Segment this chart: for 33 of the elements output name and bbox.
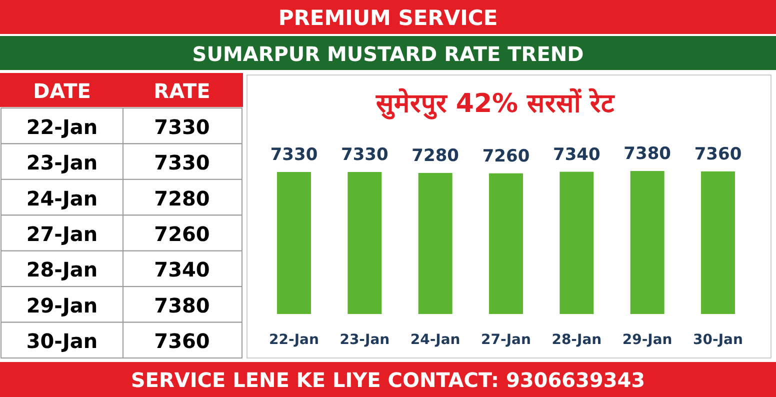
category-label: 23-Jan [26, 150, 98, 175]
text: 7360 [154, 329, 210, 354]
text: 7380 [154, 293, 210, 318]
x-tick-label: 30-Jan [693, 332, 743, 348]
category-label: 27-Jan [26, 222, 98, 246]
category-label: 28-Jan [26, 258, 98, 282]
text: RATE [154, 79, 210, 103]
x-tick-label: 28-Jan [552, 332, 602, 348]
data-label: 7280 [412, 146, 460, 166]
data-label: 7330 [270, 144, 318, 165]
data-label: 7330 [341, 144, 388, 165]
data-label: 7360 [694, 144, 742, 164]
category-label: 24-Jan [26, 186, 98, 210]
text: 7260 [154, 222, 210, 246]
category-label: 22-Jan [26, 114, 98, 139]
text: 7340 [154, 258, 210, 282]
x-tick-label: 23-Jan [340, 332, 390, 348]
text: 7330 [154, 114, 210, 139]
x-tick-label: 22-Jan [269, 332, 319, 348]
chart-subtitle: SUMARPUR MUSTARD RATE TREND [192, 42, 584, 66]
x-tick-label: 27-Jan [481, 332, 531, 348]
category-label: 29-Jan [26, 293, 98, 318]
x-tick-label: 29-Jan [622, 332, 672, 348]
x-tick-label: 24-Jan [410, 332, 460, 348]
text: 7330 [154, 150, 210, 175]
text: DATE [33, 79, 91, 103]
text: PREMIUM SERVICE [278, 6, 498, 30]
text: 7280 [154, 186, 210, 210]
data-label: 7260 [482, 146, 530, 166]
text: SERVICE LENE KE LIYE CONTACT: 9306639343 [130, 368, 646, 392]
data-label: 7380 [624, 144, 672, 164]
chart-title: सुमेरपुर 42% सरसों रेट [374, 88, 616, 120]
data-label: 7340 [553, 144, 600, 165]
